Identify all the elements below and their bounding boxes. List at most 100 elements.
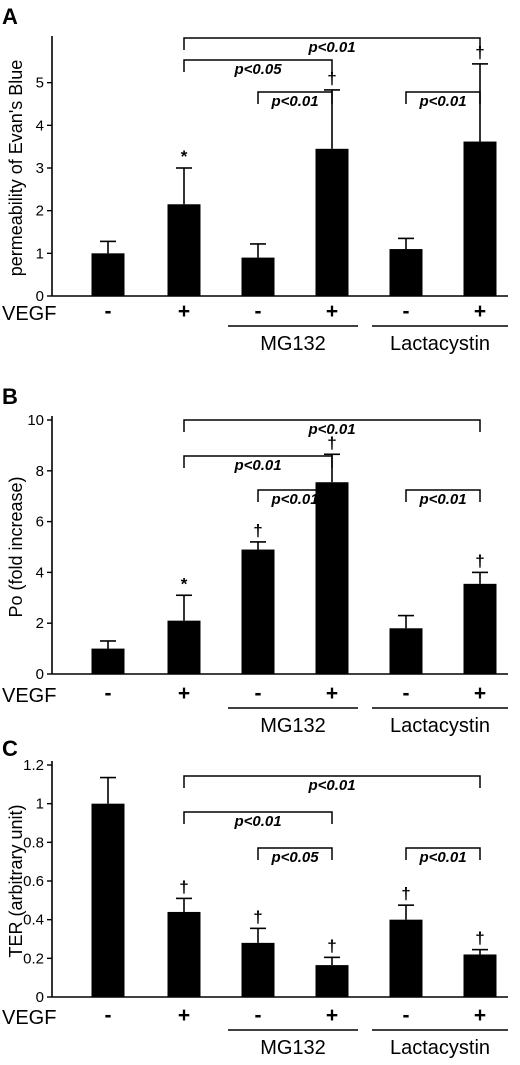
p-value-label: p<0.05 (270, 849, 319, 866)
category-label: + (474, 300, 486, 323)
category-label: - (403, 300, 410, 323)
comparison-bracket (183, 59, 333, 72)
y-axis-label: Po (fold increase) (6, 476, 26, 617)
significance-marker: † (327, 433, 336, 452)
y-tick-label: 2 (36, 203, 44, 220)
category-label: + (178, 300, 190, 323)
p-value-label: p<0.05 (233, 61, 282, 78)
group-label: Lactacystin (390, 1037, 490, 1059)
comparison-bracket (257, 847, 333, 860)
y-tick-label: 8 (36, 463, 44, 480)
bar (315, 148, 349, 296)
bar (91, 803, 125, 997)
comparison-bracket (405, 489, 481, 502)
bar (167, 911, 201, 997)
group-label: Lactacystin (390, 333, 490, 355)
category-label: - (403, 1004, 410, 1027)
vegf-row-label: VEGF (2, 1007, 56, 1029)
significance-marker: † (327, 936, 336, 955)
bar (91, 648, 125, 674)
bar (167, 620, 201, 674)
y-tick-label: 0.4 (23, 912, 44, 929)
y-axis-label: TER (arbitrary unit) (6, 804, 26, 957)
significance-marker: † (475, 551, 484, 570)
significance-marker: † (475, 43, 484, 62)
y-tick-label: 5 (36, 75, 44, 92)
bar (389, 249, 423, 296)
category-label: - (255, 682, 262, 705)
p-value-label: p<0.01 (418, 849, 466, 866)
p-value-label: p<0.01 (233, 813, 281, 830)
category-label: - (255, 1004, 262, 1027)
panel-label-c: C (2, 736, 18, 761)
y-tick-label: 0 (36, 989, 44, 1006)
category-label: - (255, 300, 262, 323)
comparison-bracket (257, 91, 333, 104)
significance-marker: † (253, 521, 262, 540)
panel-label-b: B (2, 384, 18, 409)
bar (241, 942, 275, 997)
category-label: - (105, 300, 112, 323)
p-value-label: p<0.01 (270, 491, 318, 508)
comparison-bracket (183, 811, 333, 824)
bar (389, 919, 423, 997)
category-label: - (403, 682, 410, 705)
bar (167, 204, 201, 296)
group-label: Lactacystin (390, 715, 490, 737)
p-value-label: p<0.01 (307, 777, 355, 794)
significance-marker: † (401, 884, 410, 903)
significance-marker: † (253, 907, 262, 926)
y-tick-label: 0 (36, 288, 44, 305)
y-tick-label: 1 (36, 245, 44, 262)
y-tick-label: 0.2 (23, 950, 44, 967)
category-label: + (178, 1004, 190, 1027)
bar (389, 628, 423, 674)
category-label: + (178, 682, 190, 705)
p-value-label: p<0.01 (418, 93, 466, 110)
significance-marker: * (181, 147, 188, 166)
category-label: + (474, 1004, 486, 1027)
significance-marker: † (327, 69, 336, 88)
group-label: MG132 (260, 715, 326, 737)
bar (91, 253, 125, 296)
y-tick-label: 2 (36, 615, 44, 632)
bar (315, 965, 349, 997)
vegf-row-label: VEGF (2, 685, 56, 707)
category-label: + (326, 1004, 338, 1027)
bar (315, 482, 349, 674)
y-tick-label: 6 (36, 514, 44, 531)
p-value-label: p<0.01 (233, 457, 281, 474)
p-value-label: p<0.01 (418, 491, 466, 508)
comparison-bracket (183, 419, 481, 432)
y-tick-label: 1.2 (23, 757, 44, 774)
y-tick-label: 3 (36, 160, 44, 177)
bar (463, 954, 497, 997)
category-label: + (474, 682, 486, 705)
comparison-bracket (183, 775, 481, 788)
bar (241, 257, 275, 296)
comparison-bracket (183, 455, 333, 468)
bar (463, 583, 497, 674)
y-axis-label: permeability of Evan's Blue (6, 60, 26, 277)
y-tick-label: 0.6 (23, 873, 44, 890)
vegf-row-label: VEGF (2, 303, 56, 325)
category-label: + (326, 300, 338, 323)
category-label: - (105, 682, 112, 705)
significance-marker: * (181, 574, 188, 593)
significance-marker: † (475, 929, 484, 948)
comparison-bracket (257, 489, 333, 502)
y-tick-label: 4 (36, 117, 44, 134)
p-value-label: p<0.01 (270, 93, 318, 110)
p-value-label: p<0.01 (307, 421, 355, 438)
significance-marker: † (179, 877, 188, 896)
y-tick-label: 0 (36, 666, 44, 683)
y-tick-label: 0.8 (23, 834, 44, 851)
p-value-label: p<0.01 (307, 39, 355, 56)
comparison-bracket (405, 91, 481, 104)
y-tick-label: 10 (27, 412, 44, 429)
comparison-bracket (405, 847, 481, 860)
y-tick-label: 4 (36, 564, 44, 581)
panel-label-a: A (2, 4, 18, 29)
category-label: + (326, 682, 338, 705)
